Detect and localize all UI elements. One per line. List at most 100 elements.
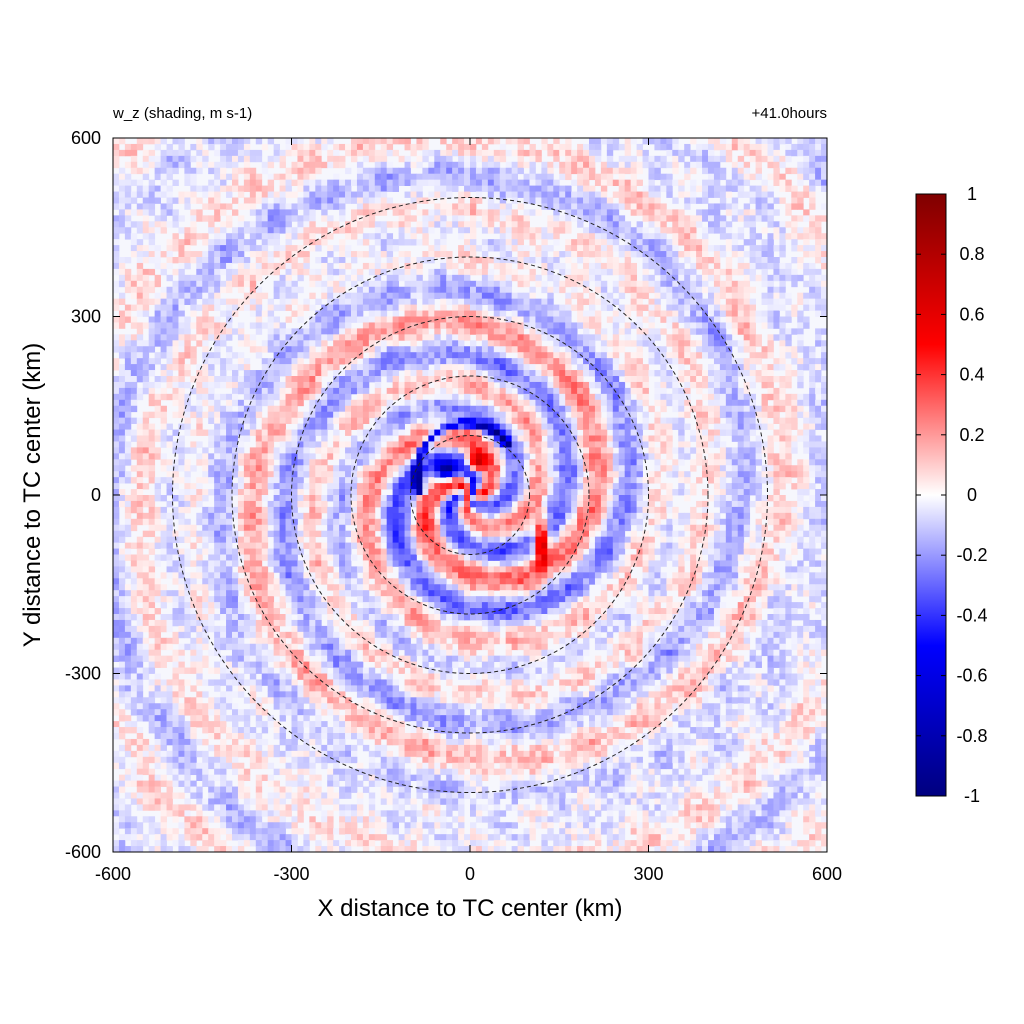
heatmap-cell [148, 584, 156, 591]
heatmap-cell [249, 280, 257, 288]
heatmap-cell [226, 346, 233, 353]
heatmap-cell [380, 280, 388, 288]
heatmap-cell [362, 572, 370, 579]
heatmap-cell [154, 524, 161, 532]
heatmap-cell [160, 417, 167, 424]
heatmap-cell [374, 495, 382, 502]
heatmap-cell [404, 310, 411, 317]
heatmap-cell [255, 316, 263, 323]
heatmap-cell [291, 756, 298, 764]
heatmap-cell [172, 429, 179, 436]
heatmap-cell [202, 411, 209, 419]
heatmap-cell [345, 274, 352, 282]
heatmap-cell [220, 804, 227, 811]
heatmap-cell [249, 500, 257, 508]
heatmap-cell [178, 703, 185, 710]
heatmap-cell [232, 465, 239, 472]
heatmap-cell [160, 506, 167, 514]
heatmap-cell [172, 566, 179, 573]
heatmap-cell [243, 483, 251, 490]
heatmap-cell [214, 173, 221, 181]
heatmap-cell [315, 709, 322, 716]
heatmap-cell [220, 673, 227, 680]
heatmap-cell [220, 477, 227, 484]
heatmap-cell [362, 578, 370, 585]
heatmap-cell [339, 262, 346, 270]
heatmap-cell [243, 512, 251, 520]
heatmap-cell [291, 441, 298, 448]
heatmap-cell [386, 548, 394, 555]
heatmap-cell [261, 381, 269, 389]
heatmap-cell [196, 709, 203, 716]
heatmap-cell [190, 840, 197, 847]
heatmap-cell [136, 286, 144, 294]
heatmap-cell [172, 292, 179, 300]
heatmap-cell [327, 364, 334, 371]
heatmap-cell [178, 685, 185, 692]
heatmap-cell [113, 286, 120, 294]
heatmap-cell [351, 298, 358, 305]
heatmap-cell [261, 762, 269, 770]
heatmap-cell [196, 572, 203, 579]
heatmap-cell [398, 203, 405, 210]
heatmap-cell [160, 292, 167, 300]
heatmap-cell [374, 280, 382, 288]
heatmap-cell [172, 750, 179, 758]
heatmap-cell [279, 453, 286, 460]
heatmap-cell [321, 233, 328, 240]
heatmap-cell [220, 221, 227, 228]
heatmap-cell [237, 495, 245, 502]
heatmap-cell [243, 709, 251, 716]
heatmap-cell [345, 221, 352, 228]
heatmap-cell [351, 233, 358, 240]
heatmap-cell [160, 524, 167, 532]
heatmap-cell [374, 566, 382, 573]
heatmap-cell [255, 560, 263, 567]
heatmap-cell [339, 548, 346, 555]
heatmap-cell [351, 489, 358, 496]
heatmap-cell [380, 453, 388, 460]
heatmap-cell [297, 625, 304, 633]
heatmap-cell [362, 453, 370, 460]
heatmap-cell [315, 179, 322, 186]
heatmap-cell [351, 268, 358, 276]
heatmap-cell [184, 292, 191, 300]
heatmap-cell [404, 399, 411, 407]
heatmap-cell [392, 417, 399, 424]
heatmap-cell [184, 364, 191, 371]
heatmap-cell [339, 465, 346, 472]
heatmap-cell [160, 679, 167, 686]
heatmap-cell [255, 322, 263, 329]
heatmap-cell [345, 631, 352, 639]
heatmap-cell [273, 619, 280, 627]
heatmap-cell [172, 572, 179, 579]
heatmap-cell [226, 233, 233, 240]
heatmap-cell [226, 483, 233, 490]
heatmap-cell [356, 542, 364, 549]
heatmap-cell [184, 203, 191, 210]
heatmap-cell [368, 691, 376, 698]
heatmap-cell [345, 495, 352, 502]
heatmap-cell [232, 548, 239, 555]
heatmap-cell [166, 465, 173, 472]
heatmap-cell [279, 358, 286, 365]
heatmap-cell [404, 661, 411, 668]
heatmap-cell [232, 584, 239, 591]
heatmap-cell [220, 590, 227, 597]
heatmap-cell [249, 376, 257, 383]
heatmap-cell [333, 495, 340, 502]
heatmap-cell [291, 578, 298, 585]
heatmap-cell [368, 554, 376, 561]
heatmap-cell [279, 727, 286, 734]
heatmap-cell [172, 221, 179, 228]
heatmap-cell [303, 215, 310, 222]
heatmap-cell [351, 387, 358, 395]
heatmap-cell [237, 233, 245, 240]
heatmap-cell [345, 370, 352, 377]
heatmap-cell [118, 215, 126, 222]
heatmap-cell [202, 780, 209, 787]
heatmap-cell [220, 679, 227, 686]
heatmap-cell [362, 709, 370, 716]
heatmap-cell [315, 822, 322, 829]
heatmap-cell [297, 465, 304, 472]
